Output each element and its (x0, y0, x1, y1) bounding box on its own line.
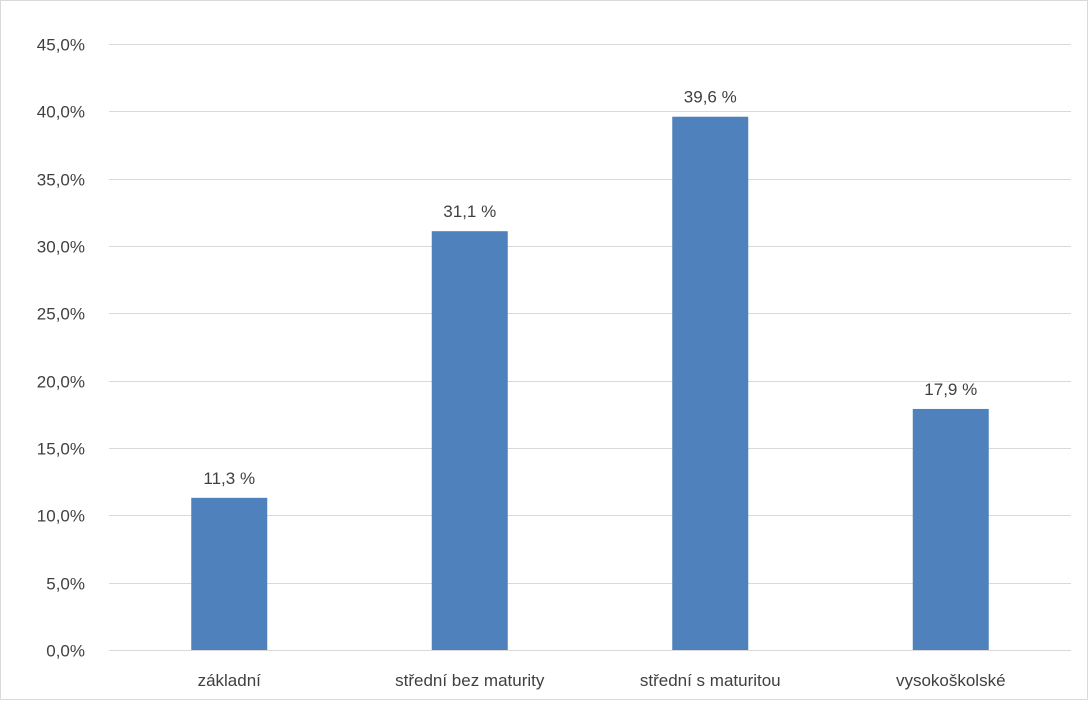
y-tick-label: 45,0% (37, 36, 85, 55)
y-tick-label: 15,0% (37, 440, 85, 459)
x-category-label: střední bez maturity (395, 671, 545, 690)
y-tick-label: 35,0% (37, 171, 85, 190)
x-category-label: střední s maturitou (640, 671, 781, 690)
y-tick-label: 5,0% (46, 575, 85, 594)
x-category-label: vysokoškolské (896, 671, 1006, 690)
bar (431, 231, 508, 651)
data-label: 17,9 % (924, 380, 977, 399)
y-tick-label: 10,0% (37, 507, 85, 526)
bar (191, 497, 268, 650)
y-tick-label: 25,0% (37, 305, 85, 324)
x-category-label: základní (198, 671, 262, 690)
y-tick-label: 30,0% (37, 238, 85, 257)
bars (191, 116, 989, 651)
y-tick-label: 20,0% (37, 373, 85, 392)
data-label: 11,3 % (203, 469, 255, 488)
bar (912, 408, 989, 650)
bar (672, 116, 749, 651)
y-tick-label: 40,0% (37, 103, 85, 122)
y-tick-label: 0,0% (46, 642, 85, 661)
data-label: 31,1 % (443, 202, 496, 221)
gridlines (109, 44, 1071, 651)
x-axis-category-labels: základní střední bez maturity střední s ma… (198, 671, 1006, 690)
data-labels: 11,3 % 31,1 % 39,6 % 17,9 % (203, 88, 977, 488)
data-label: 39,6 % (684, 88, 737, 107)
y-axis-tick-labels: 0,0% 5,0% 10,0% 15,0% 20,0% 25,0% 30,0% 35,0% 40… (37, 36, 85, 661)
